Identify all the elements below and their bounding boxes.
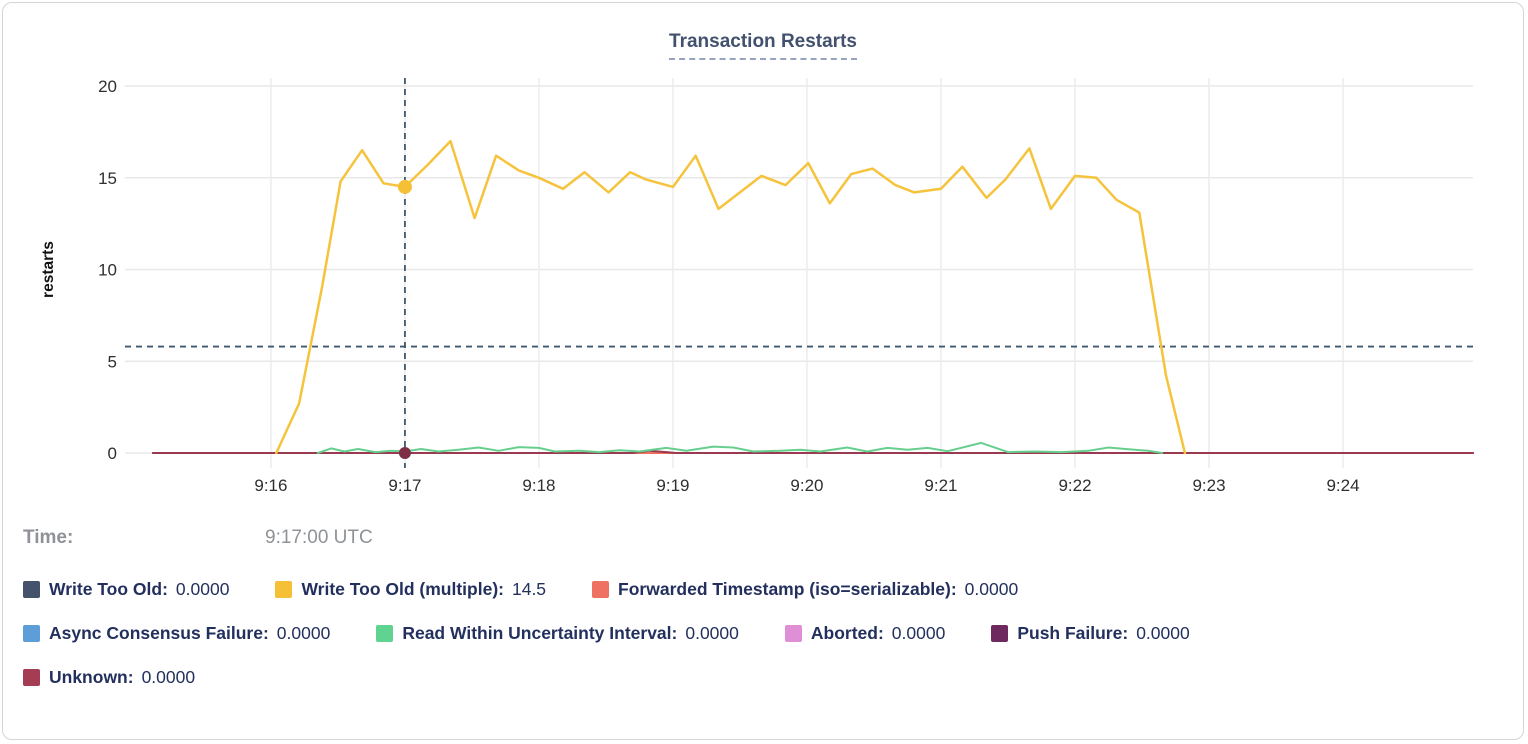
legend-item-write-too-old-multiple: Write Too Old (multiple): 14.5 xyxy=(275,579,546,600)
time-label: Time: xyxy=(23,527,74,548)
legend-value: 0.0000 xyxy=(276,623,331,643)
series-unknown xyxy=(152,449,1474,454)
legend-swatch-forwarded-timestamp-iso-serializable xyxy=(592,581,610,598)
x-tick-label-9:19: 9:19 xyxy=(656,476,689,495)
x-tick-label-9:21: 9:21 xyxy=(924,476,957,495)
legend-value: 0.0000 xyxy=(685,623,739,643)
y-axis-label: restarts xyxy=(40,241,57,298)
chart-title-text[interactable]: Transaction Restarts xyxy=(669,31,857,60)
legend-swatch-unknown xyxy=(23,669,40,686)
legend-label: Async Consensus Failure: xyxy=(49,623,269,643)
legend-value: 0.0000 xyxy=(964,579,1019,599)
time-row: Time: 9:17:00 UTC xyxy=(23,527,1503,549)
legend-row-1: Write Too Old: 0.0000 Write Too Old (multi… xyxy=(23,579,1503,600)
legend-item-async-consensus-failure: Async Consensus Failure: 0.0000 xyxy=(23,623,330,644)
legend-swatch-async-consensus-failure xyxy=(23,625,40,642)
legend-item-read-within-uncertainty-interval: Read Within Uncertainty Interval: 0.0000 xyxy=(376,623,739,644)
legend-value: 14.5 xyxy=(511,579,547,599)
y-tick-label-0: 0 xyxy=(108,444,117,463)
transaction-restarts-chart[interactable]: 0 5 10 15 20 9:16 9:17 9:18 9:19 9:20 9:21 9:22 9:23… xyxy=(3,3,1524,503)
legend-label: Forwarded Timestamp (iso=serializable): xyxy=(618,579,957,599)
x-tick-label-9:16: 9:16 xyxy=(254,476,287,495)
x-tick-label-9:18: 9:18 xyxy=(522,476,555,495)
legend-label: Write Too Old (multiple): xyxy=(301,579,504,599)
legend-item-write-too-old: Write Too Old: 0.0000 xyxy=(23,579,229,600)
legend-swatch-read-within-uncertainty-interval xyxy=(376,625,394,642)
x-tick-label-9:20: 9:20 xyxy=(790,476,823,495)
time-value: 9:17:00 UTC xyxy=(265,527,373,548)
legend-value: 0.0000 xyxy=(141,667,196,687)
legend-swatch-write-too-old-multiple xyxy=(275,581,293,598)
legend-label: Aborted: xyxy=(810,623,884,643)
series-read-within-uncertainty-interval xyxy=(316,441,1164,454)
legend-item-push-failure: Push Failure: 0.0000 xyxy=(991,623,1190,644)
legend-label: Push Failure: xyxy=(1017,623,1129,643)
legend-swatch-push-failure xyxy=(991,625,1009,642)
legend-label: Write Too Old: xyxy=(49,579,168,599)
x-tick-label-9:24: 9:24 xyxy=(1326,476,1359,495)
legend-swatch-aborted xyxy=(784,625,802,642)
y-tick-label-15: 15 xyxy=(98,169,117,188)
y-tick-label-20: 20 xyxy=(98,77,117,96)
x-tick-label-9:23: 9:23 xyxy=(1192,476,1225,495)
legend-label: Unknown: xyxy=(49,667,134,687)
hover-tooltip: Time: 9:17:00 UTC Write Too Old: 0.0000 Wr… xyxy=(23,527,1503,711)
x-tick-label-9:22: 9:22 xyxy=(1058,476,1091,495)
legend-item-forwarded-timestamp-iso-serializable: Forwarded Timestamp (iso=serializable): 0… xyxy=(592,579,1018,600)
legend-value: 0.0000 xyxy=(1136,623,1190,643)
legend-value: 0.0000 xyxy=(175,579,230,599)
hover-dot-unknown xyxy=(398,447,411,459)
legend-item-aborted: Aborted: 0.0000 xyxy=(784,623,946,644)
legend-label: Read Within Uncertainty Interval: xyxy=(402,623,678,643)
legend-row-2: Async Consensus Failure: 0.0000 Read Withi… xyxy=(23,623,1503,644)
legend-swatch-write-too-old xyxy=(23,581,40,598)
legend-item-unknown: Unknown: 0.0000 xyxy=(23,667,195,688)
legend-value: 0.0000 xyxy=(891,623,946,643)
hover-dot-write-too-old-multiple xyxy=(397,179,412,194)
chart-title: Transaction Restarts xyxy=(3,31,1523,60)
y-tick-label-5: 5 xyxy=(108,352,117,371)
y-tick-label-10: 10 xyxy=(98,261,117,280)
legend-row-3: Unknown: 0.0000 xyxy=(23,667,1503,688)
series-write-too-old-multiple xyxy=(275,139,1187,455)
x-tick-label-9:17: 9:17 xyxy=(388,476,421,495)
legend: Write Too Old: 0.0000 Write Too Old (multi… xyxy=(23,579,1503,688)
